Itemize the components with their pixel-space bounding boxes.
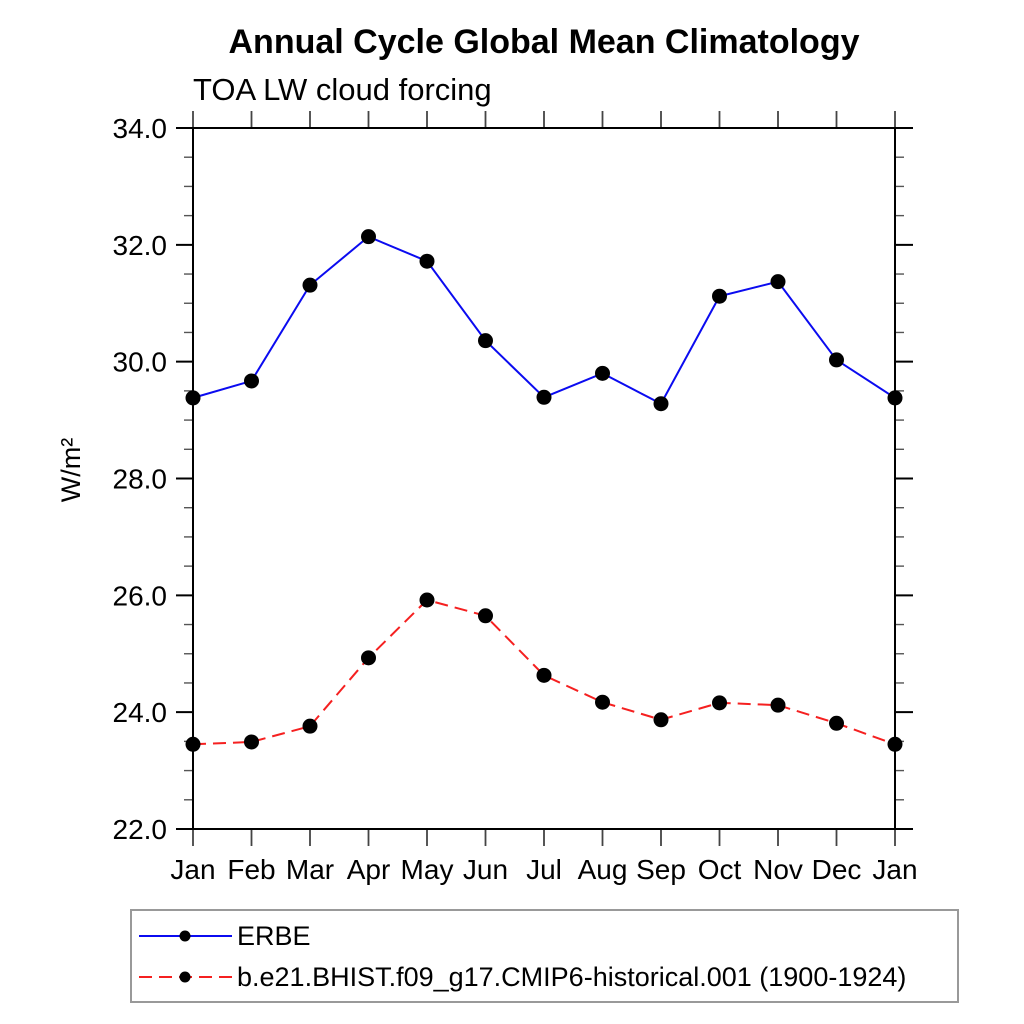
y-tick-label: 34.0 xyxy=(113,113,168,144)
series-marker-0 xyxy=(185,390,201,406)
legend-label-0: ERBE xyxy=(237,921,311,951)
legend-sample-marker-1 xyxy=(179,971,191,983)
series-marker-1 xyxy=(244,734,259,750)
series-marker-0 xyxy=(244,373,259,389)
y-tick-label: 30.0 xyxy=(113,347,168,378)
x-tick-label: Feb xyxy=(227,854,275,885)
x-tick-label: Jan xyxy=(872,854,917,885)
x-tick-label: Apr xyxy=(347,854,391,885)
plot-frame xyxy=(192,127,896,830)
series-marker-1 xyxy=(419,592,435,608)
series-marker-0 xyxy=(712,288,727,304)
series-marker-0 xyxy=(478,333,493,349)
series-marker-1 xyxy=(595,694,610,710)
series-line-0 xyxy=(192,235,896,406)
chart-subtitle: TOA LW cloud forcing xyxy=(193,72,492,107)
series-marker-1 xyxy=(361,650,376,666)
x-tick-label: Aug xyxy=(578,854,628,885)
y-axis-label: W/m² xyxy=(56,438,86,502)
legend-group: ERBE b.e21.BHIST.f09_g17.CMIP6-historical… xyxy=(130,909,959,1003)
y-tick-label: 24.0 xyxy=(113,697,168,728)
series-marker-0 xyxy=(770,274,786,290)
y-tick-label: 26.0 xyxy=(113,580,168,611)
series-marker-0 xyxy=(653,396,669,412)
series-marker-0 xyxy=(536,389,552,405)
series-marker-1 xyxy=(829,715,844,731)
series-marker-1 xyxy=(887,736,903,752)
chart-title: Annual Cycle Global Mean Climatology xyxy=(229,23,860,61)
legend-box xyxy=(130,909,959,1003)
x-tick-label: Jun xyxy=(463,854,508,885)
x-tick-label: Sep xyxy=(636,854,686,885)
x-tick-label: May xyxy=(401,854,454,885)
y-tick-label: 28.0 xyxy=(113,464,168,495)
series-marker-1 xyxy=(536,667,552,683)
x-tick-label: Oct xyxy=(698,854,742,885)
series-marker-0 xyxy=(829,352,844,368)
series-marker-0 xyxy=(887,390,903,406)
y-tick-label: 32.0 xyxy=(113,230,168,261)
x-tick-label: Nov xyxy=(753,854,803,885)
x-tick-label: Jan xyxy=(170,854,215,885)
series-marker-0 xyxy=(595,365,610,381)
series-marker-1 xyxy=(770,697,786,713)
series-group xyxy=(185,229,903,752)
legend-sample-marker-0 xyxy=(179,930,191,942)
series-marker-0 xyxy=(361,229,376,245)
legend-label-1: b.e21.BHIST.f09_g17.CMIP6-historical.001… xyxy=(237,962,906,992)
y-tick-label: 22.0 xyxy=(113,814,168,845)
x-tick-label: Mar xyxy=(286,854,334,885)
series-marker-1 xyxy=(478,608,493,624)
series-marker-1 xyxy=(185,736,201,752)
axes-group: 22.0 24.0 26.0 28.0 30.0 32.0 34.0 Jan Feb Mar Apr… xyxy=(113,111,918,885)
series-marker-1 xyxy=(653,712,669,728)
x-tick-label: Jul xyxy=(526,854,562,885)
series-marker-0 xyxy=(302,277,318,293)
series-marker-1 xyxy=(302,718,318,734)
series-marker-0 xyxy=(419,253,435,269)
series-marker-1 xyxy=(712,695,727,711)
x-tick-label: Dec xyxy=(812,854,862,885)
